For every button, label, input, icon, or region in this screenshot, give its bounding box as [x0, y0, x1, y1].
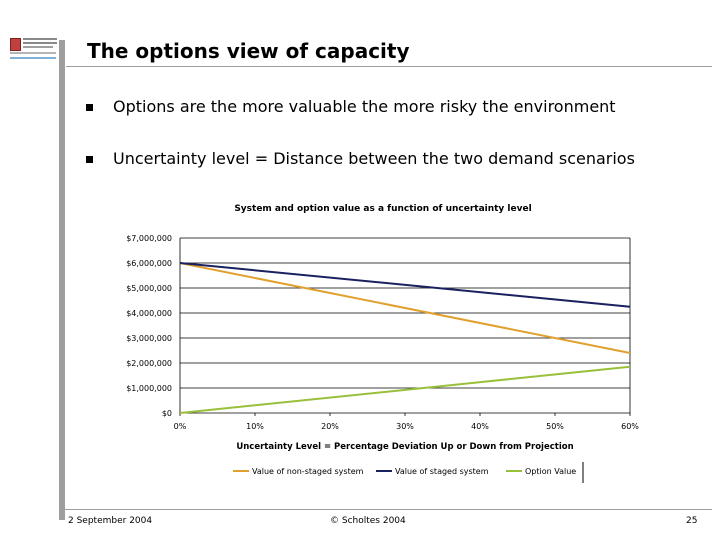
legend-label: Value of staged system [395, 467, 489, 476]
x-tick-label: 60% [621, 422, 639, 431]
y-tick-label: $0 [162, 409, 172, 418]
footer-copyright: © Scholtes 2004 [330, 516, 406, 526]
legend-label: Option Value [525, 467, 576, 476]
left-accent-bar [59, 40, 65, 520]
bullet-text: Uncertainty level = Distance between the… [113, 149, 635, 168]
legend-label: Value of non-staged system [252, 467, 364, 476]
university-logo [10, 36, 58, 62]
crest-icon [10, 38, 21, 51]
y-tick-label: $3,000,000 [126, 334, 172, 343]
bullet-text: Options are the more valuable the more r… [113, 97, 616, 116]
title-divider [66, 66, 712, 67]
x-tick-label: 10% [246, 422, 264, 431]
footer-divider [60, 509, 712, 510]
x-axis-label: Uncertainty Level = Percentage Deviation… [236, 442, 573, 452]
bullet-item: Options are the more valuable the more r… [86, 97, 706, 121]
y-tick-label: $4,000,000 [126, 309, 172, 318]
series-line-option-value [179, 365, 631, 414]
x-tick-label: 20% [321, 422, 339, 431]
footer-date: 2 September 2004 [68, 516, 153, 526]
y-tick-label: $7,000,000 [126, 234, 172, 243]
chart-title: System and option value as a function of… [234, 204, 531, 214]
slide-title: The options view of capacity [87, 39, 410, 63]
y-tick-label: $5,000,000 [126, 284, 172, 293]
x-tick-label: 30% [396, 422, 414, 431]
bullet-item: Uncertainty level = Distance between the… [86, 149, 706, 173]
page-number: 25 [686, 516, 698, 526]
x-tick-label: 0% [174, 422, 187, 431]
series-line-value-of-non-staged-system [179, 262, 631, 354]
y-tick-label: $1,000,000 [126, 384, 172, 393]
series-line-value-of-staged-system [179, 262, 631, 308]
x-tick-label: 50% [546, 422, 564, 431]
x-tick-label: 40% [471, 422, 489, 431]
y-tick-label: $2,000,000 [126, 359, 172, 368]
y-tick-label: $6,000,000 [126, 259, 172, 268]
bullet-square-icon [86, 156, 93, 163]
bullet-square-icon [86, 104, 93, 111]
